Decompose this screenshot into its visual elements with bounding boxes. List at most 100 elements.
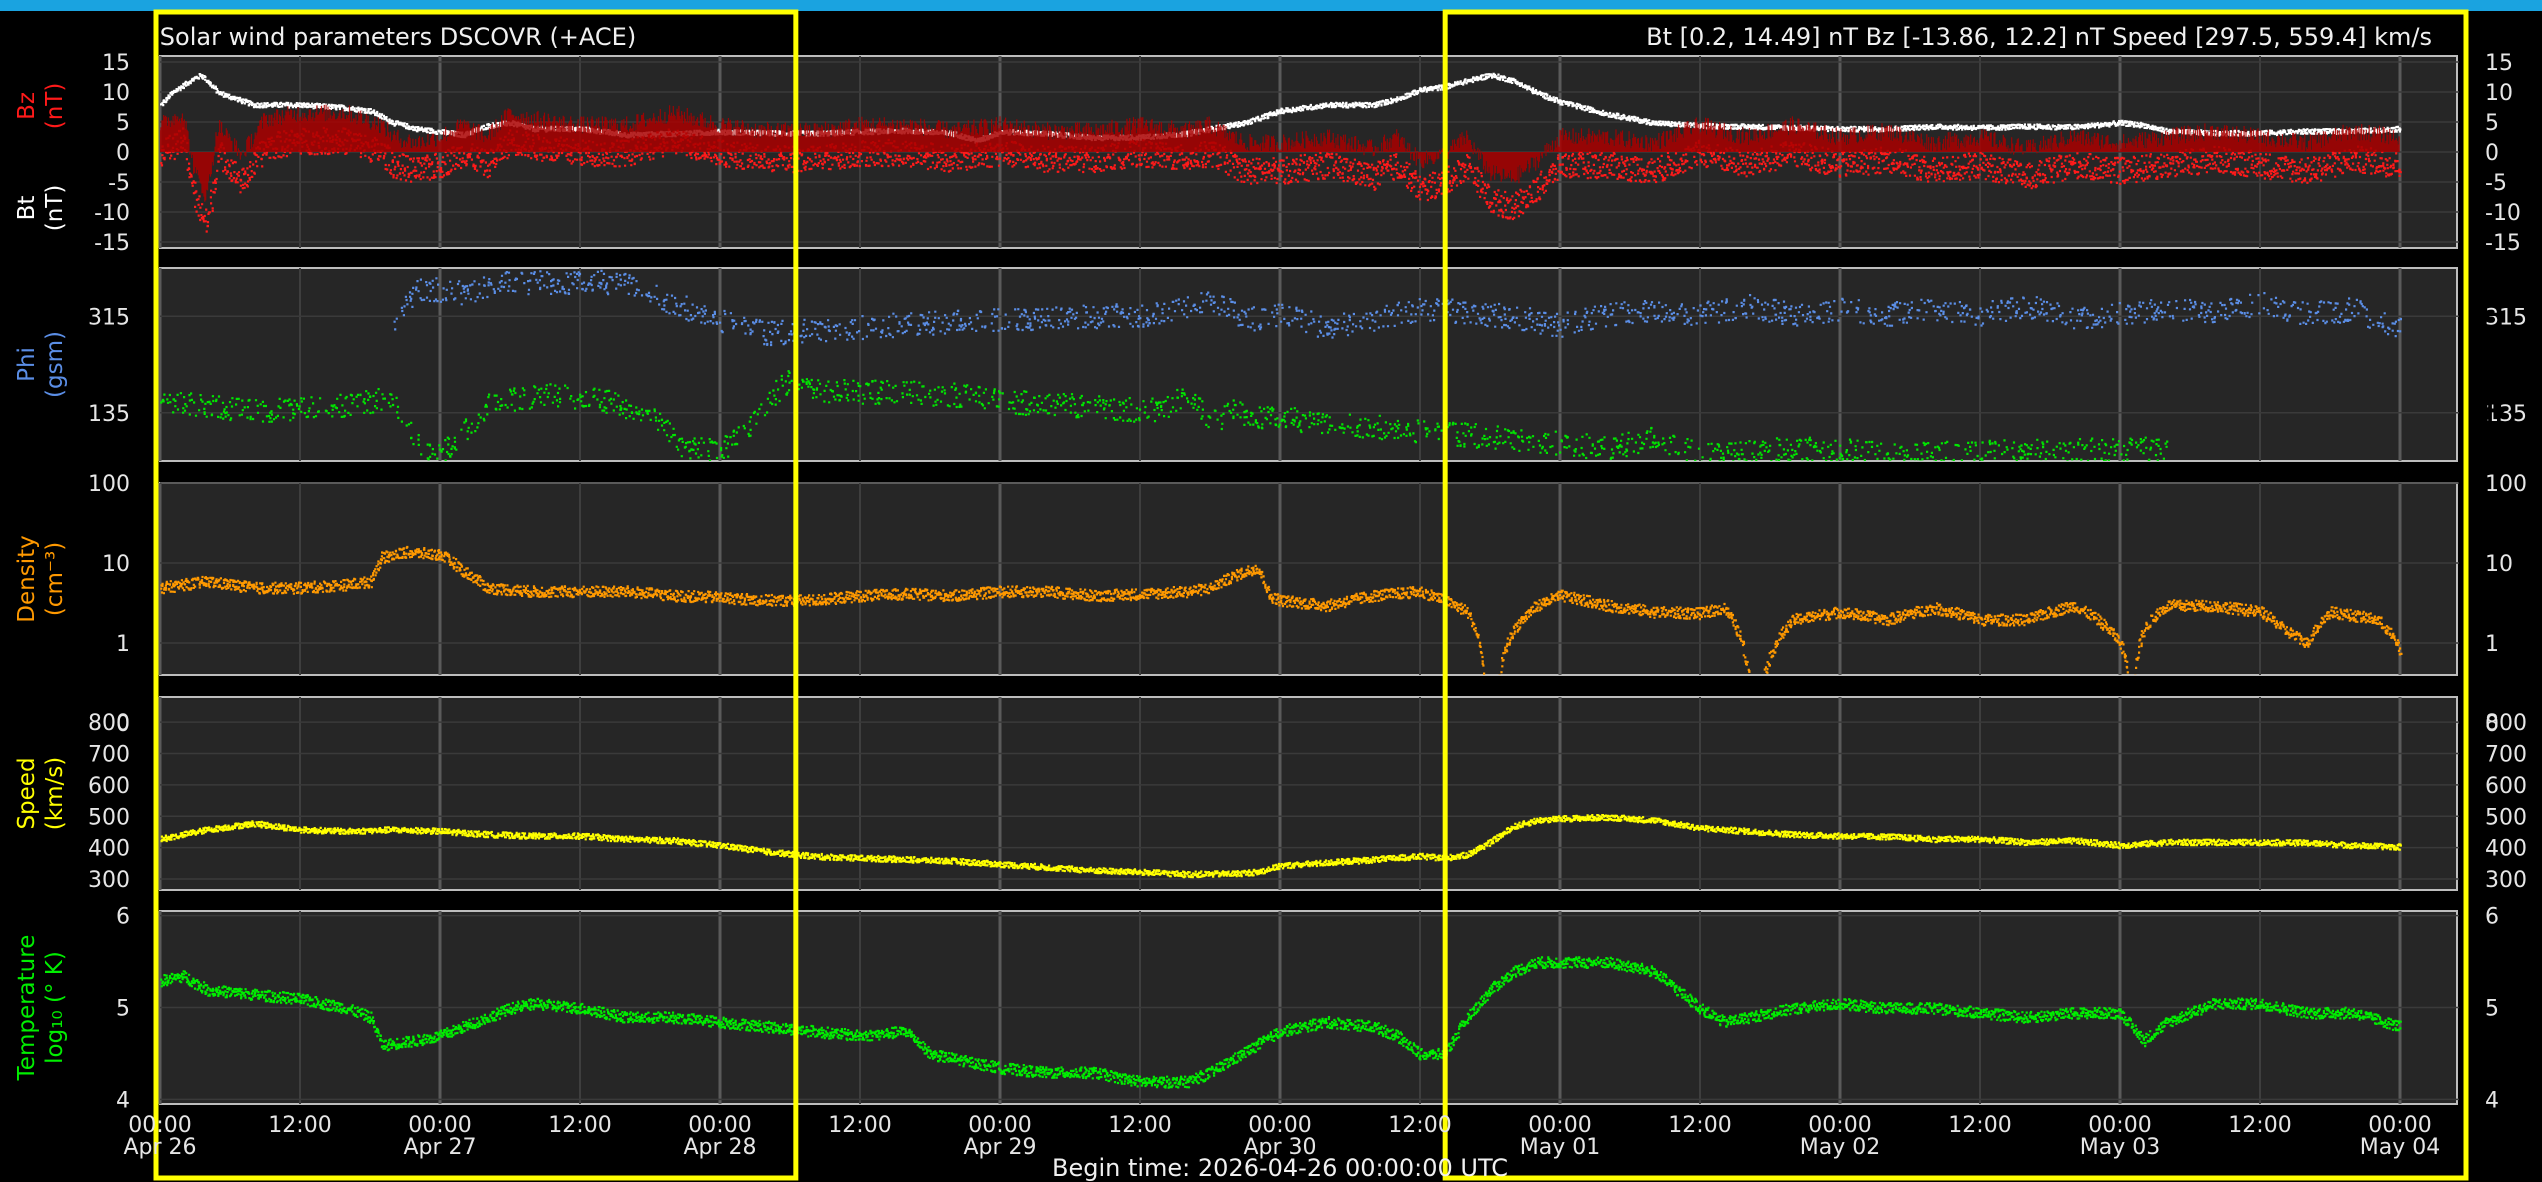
y-tick-label-right: 10 xyxy=(2485,552,2513,577)
ranges-readout: Bt [0.2, 14.49] nT Bz [-13.86, 12.2] nT … xyxy=(1646,23,2432,51)
y-tick-label-left: 6 xyxy=(116,905,130,930)
x-tick-time: 00:00 xyxy=(2088,1113,2151,1138)
y-tick-label-right: 6 xyxy=(2485,905,2499,930)
y-tick-label-right: 5 xyxy=(2485,111,2499,136)
y-tick-label-right: 500 xyxy=(2485,805,2527,830)
x-tick-time: 12:00 xyxy=(268,1113,331,1138)
phi-plus-legend: + xyxy=(2471,382,2510,436)
y-tick-label-right: 4 xyxy=(2485,1088,2499,1113)
x-tick-date: Apr 29 xyxy=(963,1135,1036,1160)
y-tick-label-left: 400 xyxy=(88,837,130,862)
y-label-density: Density xyxy=(14,535,40,622)
y-tick-label-left: 300 xyxy=(88,868,130,893)
x-tick-time: 12:00 xyxy=(1948,1113,2011,1138)
series-density xyxy=(160,545,2403,675)
y-tick-label-left: 600 xyxy=(88,774,130,799)
y-tick-label-right: -5 xyxy=(2485,171,2507,196)
series-phi+ xyxy=(160,370,2169,461)
x-tick-time: 00:00 xyxy=(1528,1113,1591,1138)
y-label-bz: Bz xyxy=(14,92,40,120)
y-label-bt-unit: (nT) xyxy=(42,185,68,232)
x-tick-time: 12:00 xyxy=(548,1113,611,1138)
x-tick-time: 12:00 xyxy=(1108,1113,1171,1138)
x-tick-date: Apr 28 xyxy=(683,1135,756,1160)
x-tick-time: 00:00 xyxy=(688,1113,751,1138)
x-tick-date: Apr 30 xyxy=(1243,1135,1316,1160)
x-tick-date: Apr 26 xyxy=(123,1135,196,1160)
highlight-layer xyxy=(153,9,2469,1181)
y-tick-label-right: 135 xyxy=(2485,402,2527,427)
x-tick-time: 00:00 xyxy=(1808,1113,1871,1138)
y-tick-label-left: -5 xyxy=(108,171,130,196)
y-tick-label-left: -15 xyxy=(94,231,130,256)
y-label-temperature: Temperature xyxy=(14,935,40,1082)
y-tick-label-left: 5 xyxy=(116,111,130,136)
y-tick-label-left: 315 xyxy=(88,305,130,330)
panel-phi xyxy=(159,267,2458,462)
series-group-bz-bt xyxy=(160,72,2402,233)
panel-speed xyxy=(159,696,2458,891)
y-label-temperature-unit: log₁₀ (° K) xyxy=(42,951,68,1064)
y-tick-label-left: 500 xyxy=(88,805,130,830)
phi-minus-legend: − xyxy=(2473,291,2507,337)
y-label-phi: Phi xyxy=(14,347,40,382)
y-tick-label-right: 300 xyxy=(2485,868,2527,893)
x-tick-time: 12:00 xyxy=(1388,1113,1451,1138)
x-tick-date: May 01 xyxy=(1520,1135,1600,1160)
y-label-speed-unit: (km/s) xyxy=(42,757,68,830)
y-tick-label-right: 800 xyxy=(2485,711,2527,736)
series-speed xyxy=(160,814,2402,879)
y-tick-label-right: 1 xyxy=(2485,632,2499,657)
x-tick-time: 00:00 xyxy=(128,1113,191,1138)
highlight-box-2 xyxy=(1442,9,2469,1181)
y-tick-label-left: 800 xyxy=(88,711,130,736)
chart-title: Solar wind parameters DSCOVR (+ACE) xyxy=(160,23,636,51)
x-tick-time: 12:00 xyxy=(828,1113,891,1138)
x-tick-date: May 04 xyxy=(2360,1135,2440,1160)
series-group-phi xyxy=(160,269,2402,461)
y-label-speed: Speed xyxy=(14,757,40,829)
series-group-speed xyxy=(160,814,2402,879)
points-layer xyxy=(160,72,2403,1089)
y-tick-label-left: 135 xyxy=(88,402,130,427)
begin-time: Begin time: 2026-04-26 00:00:00 UTC xyxy=(1052,1154,1508,1182)
x-tick-time: 00:00 xyxy=(408,1113,471,1138)
y-tick-label-right: 700 xyxy=(2485,742,2527,767)
highlight-box-1 xyxy=(153,9,799,1181)
x-tick-date: Apr 27 xyxy=(403,1135,476,1160)
y-tick-label-right: 400 xyxy=(2485,837,2527,862)
series-group-density xyxy=(160,545,2403,675)
y-tick-label-left: 5 xyxy=(116,997,130,1022)
series-bz xyxy=(160,126,2402,233)
panel-density xyxy=(159,482,2458,676)
y-tick-label-right: -15 xyxy=(2485,231,2521,256)
top-accent-bar xyxy=(0,0,2542,11)
x-tick-time: 00:00 xyxy=(2368,1113,2431,1138)
y-tick-label-right: 5 xyxy=(2485,997,2499,1022)
series-bt xyxy=(160,72,2402,144)
panels-layer xyxy=(158,55,2459,1105)
y-tick-label-right: 10 xyxy=(2485,81,2513,106)
y-label-bt: Bt xyxy=(14,196,40,221)
y-tick-label-left: 10 xyxy=(102,81,130,106)
x-tick-date: May 02 xyxy=(1800,1135,1880,1160)
y-tick-label-right: 315 xyxy=(2485,305,2527,330)
x-tick-time: 12:00 xyxy=(2228,1113,2291,1138)
y-tick-label-right: 15 xyxy=(2485,51,2513,76)
y-label-bz-unit: (nT) xyxy=(42,83,68,130)
y-tick-label-right: 0 xyxy=(2485,712,2499,737)
y-tick-label-left: 4 xyxy=(116,1088,130,1113)
x-tick-time: 00:00 xyxy=(1248,1113,1311,1138)
x-tick-time: 12:00 xyxy=(1668,1113,1731,1138)
y-tick-label-right: -10 xyxy=(2485,201,2521,226)
y-tick-label-left: 100 xyxy=(88,472,130,497)
y-tick-label-right: 100 xyxy=(2485,472,2527,497)
y-tick-label-left: 15 xyxy=(102,51,130,76)
y-tick-label-left: 10 xyxy=(102,552,130,577)
y-tick-label-right: 600 xyxy=(2485,774,2527,799)
y-tick-label-left: 1 xyxy=(116,632,130,657)
y-tick-label-right: 0 xyxy=(2485,141,2499,166)
y-label-phi-unit: (gsm) xyxy=(42,331,68,398)
x-tick-date: May 03 xyxy=(2080,1135,2160,1160)
